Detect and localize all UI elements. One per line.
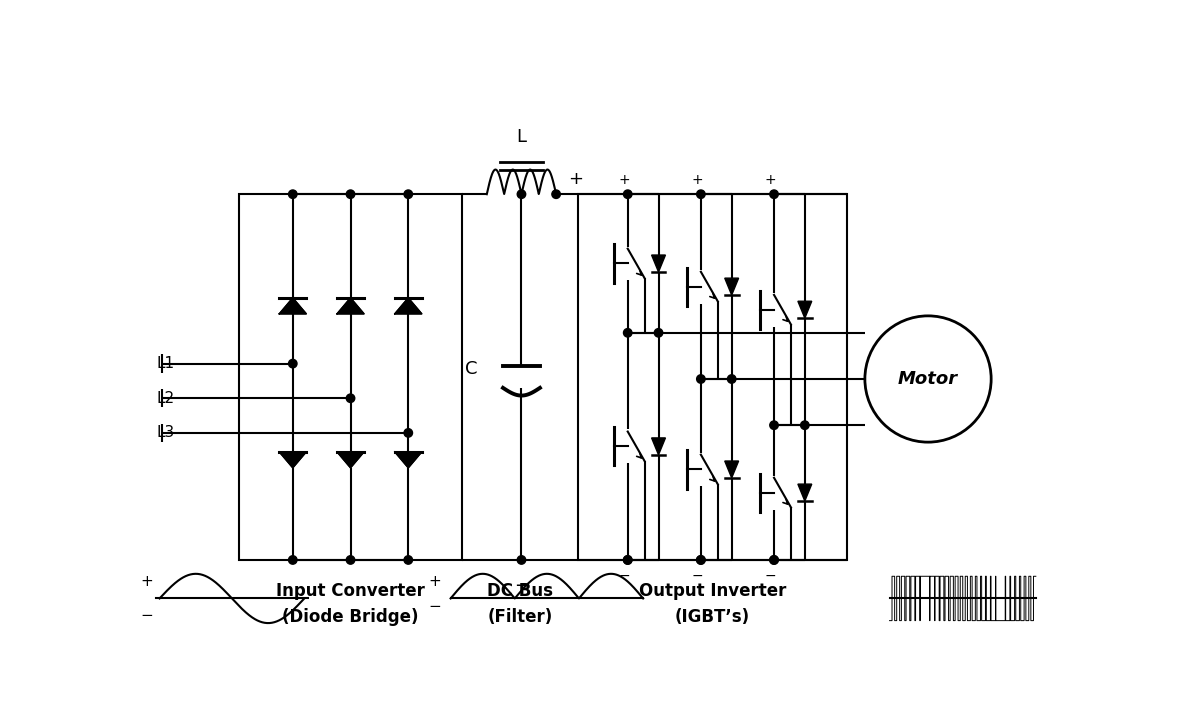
Circle shape: [347, 394, 355, 402]
Text: L1: L1: [157, 356, 174, 371]
Text: −: −: [140, 608, 153, 624]
Circle shape: [697, 375, 705, 383]
Text: +: +: [429, 574, 441, 589]
Circle shape: [697, 190, 705, 199]
Text: DC Bus: DC Bus: [487, 582, 553, 600]
Circle shape: [624, 190, 632, 199]
Text: −: −: [514, 577, 529, 595]
Polygon shape: [279, 298, 307, 314]
Circle shape: [404, 556, 413, 564]
Bar: [578, 194, 848, 560]
Circle shape: [289, 556, 297, 564]
Text: +: +: [618, 173, 630, 186]
Polygon shape: [337, 298, 364, 314]
Polygon shape: [725, 278, 738, 295]
Text: (IGBT’s): (IGBT’s): [674, 608, 750, 626]
Circle shape: [624, 328, 632, 337]
Text: Output Inverter: Output Inverter: [639, 582, 786, 600]
Circle shape: [697, 556, 705, 564]
Circle shape: [404, 190, 413, 199]
Text: L2: L2: [157, 391, 174, 406]
Circle shape: [727, 375, 736, 383]
Text: −: −: [691, 570, 703, 583]
Circle shape: [518, 190, 526, 199]
Text: (Filter): (Filter): [487, 608, 553, 626]
Text: +: +: [140, 574, 153, 589]
Circle shape: [654, 328, 663, 337]
Text: C: C: [466, 361, 477, 379]
Circle shape: [770, 421, 778, 429]
Polygon shape: [798, 484, 812, 501]
Polygon shape: [337, 452, 364, 468]
Circle shape: [552, 190, 560, 199]
Circle shape: [289, 359, 297, 368]
Polygon shape: [279, 452, 307, 468]
Text: (Diode Bridge): (Diode Bridge): [282, 608, 419, 626]
Circle shape: [770, 556, 778, 564]
Circle shape: [801, 421, 809, 429]
Circle shape: [697, 556, 705, 564]
Text: L3: L3: [157, 426, 174, 441]
Polygon shape: [395, 298, 422, 314]
Circle shape: [624, 556, 632, 564]
Text: Input Converter: Input Converter: [276, 582, 424, 600]
Text: −: −: [764, 570, 776, 583]
Circle shape: [404, 428, 413, 437]
Polygon shape: [395, 452, 422, 468]
Text: +: +: [764, 173, 776, 186]
Circle shape: [770, 556, 778, 564]
Polygon shape: [725, 461, 738, 478]
Bar: [239, 194, 462, 560]
Circle shape: [347, 556, 355, 564]
Text: +: +: [567, 170, 582, 188]
Circle shape: [770, 190, 778, 199]
Polygon shape: [652, 438, 665, 455]
Text: +: +: [691, 173, 703, 186]
Text: L: L: [516, 128, 527, 146]
Text: −: −: [618, 570, 630, 583]
Circle shape: [289, 190, 297, 199]
Circle shape: [624, 556, 632, 564]
Text: −: −: [429, 598, 441, 613]
Polygon shape: [652, 255, 665, 272]
Polygon shape: [798, 301, 812, 318]
Circle shape: [347, 190, 355, 199]
Circle shape: [518, 556, 526, 564]
Text: Motor: Motor: [898, 370, 959, 388]
